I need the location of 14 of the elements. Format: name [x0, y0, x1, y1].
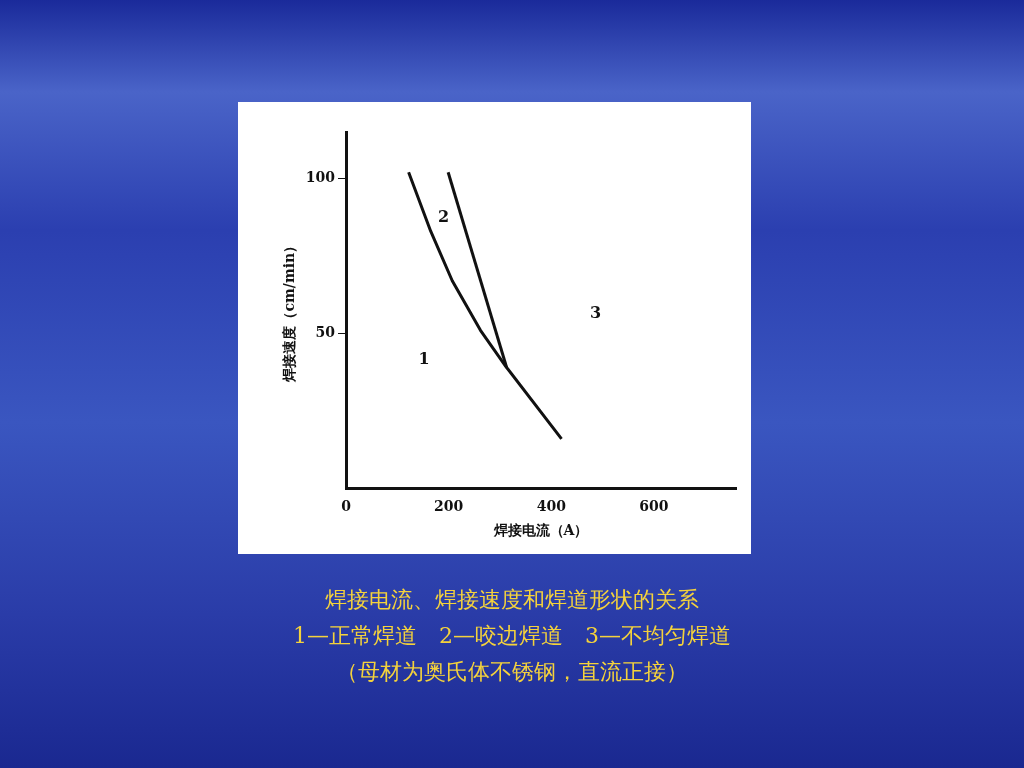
y-tick-label: 100	[305, 169, 336, 186]
text: （母材为奥氏体不锈钢，直流正接）	[335, 658, 689, 686]
annotation: 2	[437, 206, 450, 226]
text: 1—正常焊道 2—咬边焊道 3—不均匀焊道	[292, 622, 732, 650]
annotation: 3	[590, 302, 602, 322]
x-tick-label: 200	[434, 498, 464, 515]
x-tick-label: 400	[536, 498, 567, 515]
y-tick-label: 50	[315, 324, 336, 341]
y-axis-title: 焊接速度（cm/min）	[281, 238, 298, 383]
x-tick-label: 600	[639, 498, 669, 515]
annotation: 1	[418, 349, 430, 369]
x-tick-label: 0	[341, 498, 352, 515]
text: 焊接电流、焊接速度和焊道形状的关系	[324, 586, 700, 614]
x-axis-title: 焊接电流（A）	[492, 522, 589, 539]
